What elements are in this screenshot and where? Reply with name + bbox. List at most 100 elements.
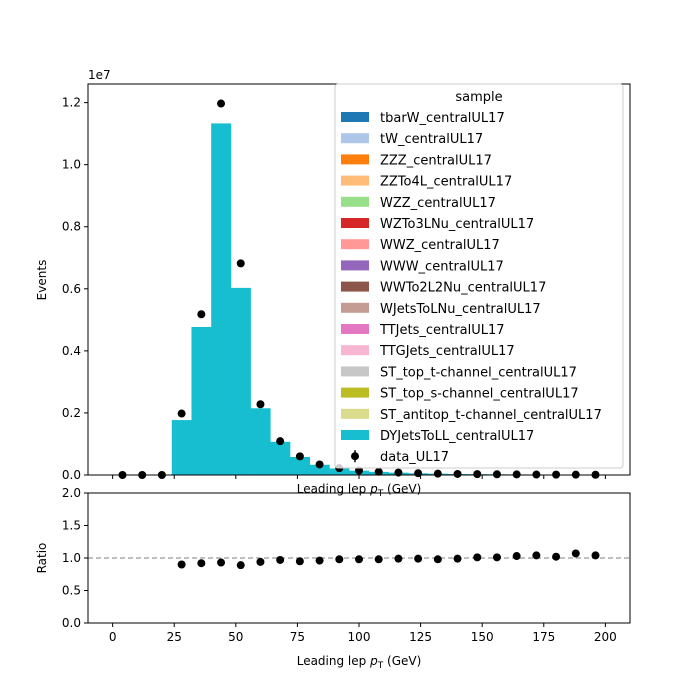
x-tick-label: 175 <box>532 630 555 644</box>
legend-title: sample <box>455 90 502 105</box>
legend-label: WWZ_centralUL17 <box>380 238 500 253</box>
ratio-point <box>256 557 265 566</box>
legend-swatch <box>341 387 369 398</box>
histogram-bar <box>250 408 271 475</box>
legend-swatch <box>341 239 369 250</box>
legend-label: WJetsToLNu_centralUL17 <box>380 302 541 317</box>
ratio-point <box>197 559 206 568</box>
legend-label: DYJetsToLL_centralUL17 <box>380 429 534 444</box>
legend-label: TTGJets_centralUL17 <box>379 344 515 359</box>
legend-swatch <box>341 154 369 165</box>
legend-swatch <box>341 133 369 144</box>
legend-swatch <box>341 260 369 271</box>
legend-label: ZZZ_centralUL17 <box>380 153 492 168</box>
y-tick-label: 1.5 <box>62 519 81 533</box>
data-point <box>374 467 383 476</box>
histogram-bar <box>211 123 232 476</box>
ratio-point <box>473 553 482 562</box>
main-plot-panel: 0.0 0.2 0.4 0.6 0.8 1.0 1.2 1e7 Events Leading… <box>35 68 631 499</box>
ratio-point <box>571 549 580 558</box>
x-tick-label: 100 <box>348 630 371 644</box>
legend-swatch <box>341 324 369 334</box>
x-tick-label: 50 <box>228 630 243 644</box>
legend-label: data_UL17 <box>380 450 449 465</box>
legend-swatch <box>341 302 369 313</box>
data-point <box>453 469 462 478</box>
y-tick-label: 0.4 <box>62 344 81 358</box>
data-point <box>276 437 285 446</box>
x-tick-label: 25 <box>167 630 182 644</box>
legend-label: tW_centralUL17 <box>380 132 483 147</box>
scale-label: 1e7 <box>88 68 111 82</box>
data-points <box>118 99 600 479</box>
ratio-point <box>433 555 442 564</box>
x-tick-label: 75 <box>290 630 305 644</box>
legend-swatch <box>341 196 369 207</box>
ratio-plot-panel: 0.0 0.5 1.0 1.5 2.0 0 25 50 75 100 125 150 175 200 R… <box>35 486 631 671</box>
ratio-point <box>355 555 363 564</box>
y-tick-label: 0.8 <box>62 220 81 234</box>
y-tick-label: 1.0 <box>62 158 81 172</box>
ratio-point <box>315 556 324 565</box>
main-y-axis-label: Events <box>35 260 49 301</box>
ratio-point <box>374 555 383 564</box>
y-tick-label: 0.0 <box>62 616 81 630</box>
data-point <box>197 310 206 319</box>
ratio-point <box>335 555 344 564</box>
legend-swatch <box>341 366 369 377</box>
main-x-ticks <box>112 475 606 479</box>
ratio-point <box>236 561 245 570</box>
y-tick-label: 0.0 <box>62 468 81 482</box>
ratio-point <box>177 560 186 569</box>
legend-label: ZZTo4L_centralUL17 <box>380 175 512 190</box>
legend-label: WZZ_centralUL17 <box>380 196 496 211</box>
ratio-points <box>177 549 600 570</box>
legend-label: ST_top_t-channel_centralUL17 <box>380 365 577 380</box>
ratio-point <box>295 557 304 566</box>
ratio-point <box>414 554 423 563</box>
ratio-point <box>591 551 600 560</box>
x-tick-label: 0 <box>109 630 117 644</box>
legend-swatch <box>341 430 369 440</box>
legend: sample tbarW_centralUL17 tW_centralUL17 ZZZ… <box>334 83 624 469</box>
data-point <box>355 466 363 475</box>
legend-swatch <box>341 218 369 228</box>
data-point <box>256 400 265 409</box>
legend-swatch <box>341 175 369 186</box>
legend-swatch <box>341 408 369 419</box>
ratio-x-ticks: 0 25 50 75 100 125 150 175 200 <box>109 623 617 644</box>
x-tick-label: 200 <box>594 630 617 644</box>
legend-swatch <box>341 345 369 356</box>
data-point <box>217 99 226 108</box>
data-point <box>492 470 501 479</box>
histogram-bar <box>230 287 251 475</box>
histogram-bar <box>191 326 212 475</box>
legend-label: tbarW_centralUL17 <box>380 111 505 126</box>
data-point <box>295 452 304 461</box>
y-tick-label: 0.2 <box>62 406 81 420</box>
y-tick-label: 0.5 <box>62 584 81 598</box>
histogram-bar <box>309 464 330 475</box>
histogram-bar <box>270 441 291 475</box>
legend-label: WZTo3LNu_centralUL17 <box>380 217 534 232</box>
legend-label: WWTo2L2Nu_centralUL17 <box>380 281 546 296</box>
data-point <box>236 259 245 268</box>
y-tick-label: 0.6 <box>62 282 81 296</box>
histogram-bar <box>290 457 311 475</box>
ratio-point <box>217 558 226 567</box>
data-point <box>315 460 324 469</box>
y-tick-label: 1.0 <box>62 551 81 565</box>
y-tick-label: 2.0 <box>62 486 81 500</box>
ratio-point <box>532 551 541 560</box>
legend-label: TTJets_centralUL17 <box>379 323 505 338</box>
ratio-point <box>492 553 501 562</box>
ratio-y-axis-label: Ratio <box>35 543 49 574</box>
ratio-point <box>552 552 561 561</box>
legend-label: WWW_centralUL17 <box>380 259 504 274</box>
data-point <box>512 470 521 479</box>
ratio-x-axis-label: Leading lep pT (GeV) <box>297 654 422 671</box>
ratio-y-ticks: 0.0 0.5 1.0 1.5 2.0 <box>62 486 88 630</box>
legend-marker <box>351 452 359 461</box>
data-point <box>473 470 482 479</box>
